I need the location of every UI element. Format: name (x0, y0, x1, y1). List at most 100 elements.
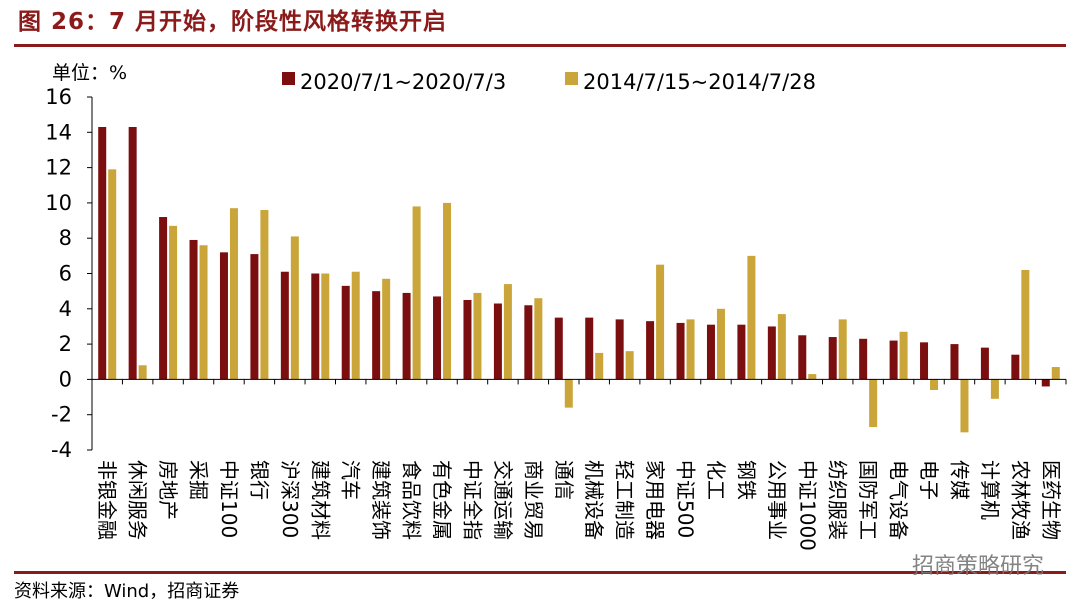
bar-series-2 (169, 225, 178, 380)
bar-series-2 (1021, 269, 1030, 380)
bar-series-1 (402, 292, 411, 380)
bar-series-1 (950, 344, 959, 380)
bar-series-1 (189, 239, 198, 380)
x-tick-label: 沪深300 (278, 460, 302, 538)
footer-divider (14, 571, 1066, 574)
bar-series-2 (260, 209, 269, 380)
bar-series-2 (869, 379, 878, 428)
x-tick-label: 中证1000 (795, 460, 819, 551)
x-tick-label: 农林牧渔 (1008, 460, 1032, 540)
bar-series-2 (382, 278, 391, 380)
bar-series-1 (676, 322, 685, 380)
y-tick-label: 14 (45, 120, 72, 144)
bar-series-1 (706, 324, 715, 380)
bar-series-1 (920, 342, 929, 380)
legend-swatch-series-1 (282, 72, 295, 85)
bar-series-2 (1051, 367, 1060, 380)
bar-series-1 (889, 340, 898, 380)
bars (98, 127, 1060, 433)
x-axis: 非银金融 休闲服务 房地产 采掘 中证100 银行 沪深300 建筑材料 汽车 建筑装饰 食品饮料有… (91, 378, 1067, 551)
bar-series-1 (493, 303, 502, 380)
bar-series-2 (625, 351, 634, 380)
bar-series-2 (199, 245, 208, 380)
y-tick-label: 16 (45, 85, 72, 109)
x-tick-label: 房地产 (156, 460, 180, 520)
bar-series-1 (341, 285, 350, 380)
bar-series-1 (1011, 354, 1020, 380)
bar-series-1 (980, 347, 989, 380)
legend-label-series-1: 2020/7/1~2020/7/3 (300, 70, 506, 94)
x-tick-label: 电气设备 (887, 460, 911, 540)
bar-series-2 (321, 273, 330, 380)
bar-series-1 (615, 319, 624, 380)
legend-label-series-2: 2014/7/15~2014/7/28 (583, 70, 816, 94)
bar-series-1 (554, 317, 563, 380)
x-tick-label: 交通运输 (491, 460, 515, 540)
bar-series-2 (960, 379, 969, 433)
bar-series-2 (503, 284, 512, 380)
x-tick-label: 汽车 (339, 460, 363, 500)
y-tick-label: 2 (59, 332, 72, 356)
x-tick-label: 中证500 (674, 460, 698, 538)
bar-series-2 (777, 314, 786, 380)
bar-series-2 (930, 379, 939, 390)
x-tick-label: 建筑装饰 (369, 460, 393, 540)
bar-series-2 (290, 236, 299, 380)
figure-title: 图 26：7 月开始，阶段性风格转换开启 (18, 9, 448, 35)
bar-series-1 (737, 324, 746, 380)
y-tick-label: 12 (45, 156, 72, 180)
x-tick-label: 计算机 (978, 460, 1002, 520)
bar-series-2 (138, 365, 147, 380)
x-tick-label: 休闲服务 (126, 460, 150, 540)
bar-series-1 (524, 305, 533, 380)
bar-series-2 (808, 374, 817, 380)
bar-series-1 (585, 317, 594, 380)
bar-chart: 单位：% 2020/7/1~2020/7/3 2014/7/15~2014/7/… (45, 62, 1067, 551)
bar-series-2 (899, 331, 908, 380)
x-tick-label: 家用电器 (643, 460, 667, 540)
x-tick-label: 建筑材料 (308, 460, 332, 540)
bar-series-2 (473, 292, 482, 380)
y-tick-label: -4 (51, 438, 72, 462)
bar-series-2 (351, 271, 360, 380)
x-tick-label: 医药生物 (1039, 460, 1063, 540)
bar-series-1 (250, 254, 259, 380)
bar-series-1 (859, 338, 868, 380)
legend: 2020/7/1~2020/7/3 2014/7/15~2014/7/28 (282, 70, 816, 94)
x-tick-label: 有色金属 (430, 460, 454, 540)
bar-series-1 (767, 326, 776, 380)
bar-series-2 (838, 319, 847, 380)
bar-series-2 (990, 379, 999, 399)
bar-series-2 (229, 208, 238, 380)
bar-series-1 (311, 273, 320, 380)
bar-series-2 (686, 319, 695, 380)
x-tick-label: 纺织服装 (826, 460, 850, 540)
x-tick-label: 中证全指 (460, 460, 484, 540)
x-tick-label: 国防军工 (856, 460, 880, 540)
x-tick-label: 轻工制造 (613, 460, 637, 540)
bar-series-2 (747, 255, 756, 380)
bar-series-1 (463, 299, 472, 380)
bar-series-1 (433, 296, 442, 380)
bar-series-2 (595, 352, 604, 380)
x-tick-label: 银行 (247, 460, 271, 500)
bar-series-2 (534, 298, 543, 380)
y-tick-label: 10 (45, 191, 72, 215)
bar-series-1 (828, 337, 837, 380)
title-divider (14, 44, 1066, 47)
bar-series-2 (108, 169, 117, 380)
y-tick-label: 6 (59, 262, 72, 286)
bar-series-1 (1041, 379, 1050, 387)
y-tick-label: 4 (59, 297, 72, 321)
y-axis: -4 -2 0 2 4 6 8 10 12 14 16 (45, 85, 93, 462)
y-tick-label: -2 (51, 403, 72, 427)
bar-series-1 (219, 252, 228, 380)
bar-series-2 (412, 206, 421, 380)
bar-series-1 (128, 127, 137, 380)
x-tick-label: 传媒 (947, 460, 971, 500)
bar-series-2 (656, 264, 665, 380)
bar-series-1 (372, 291, 381, 380)
unit-label: 单位：% (52, 62, 127, 84)
x-tick-label: 化工 (704, 460, 728, 500)
